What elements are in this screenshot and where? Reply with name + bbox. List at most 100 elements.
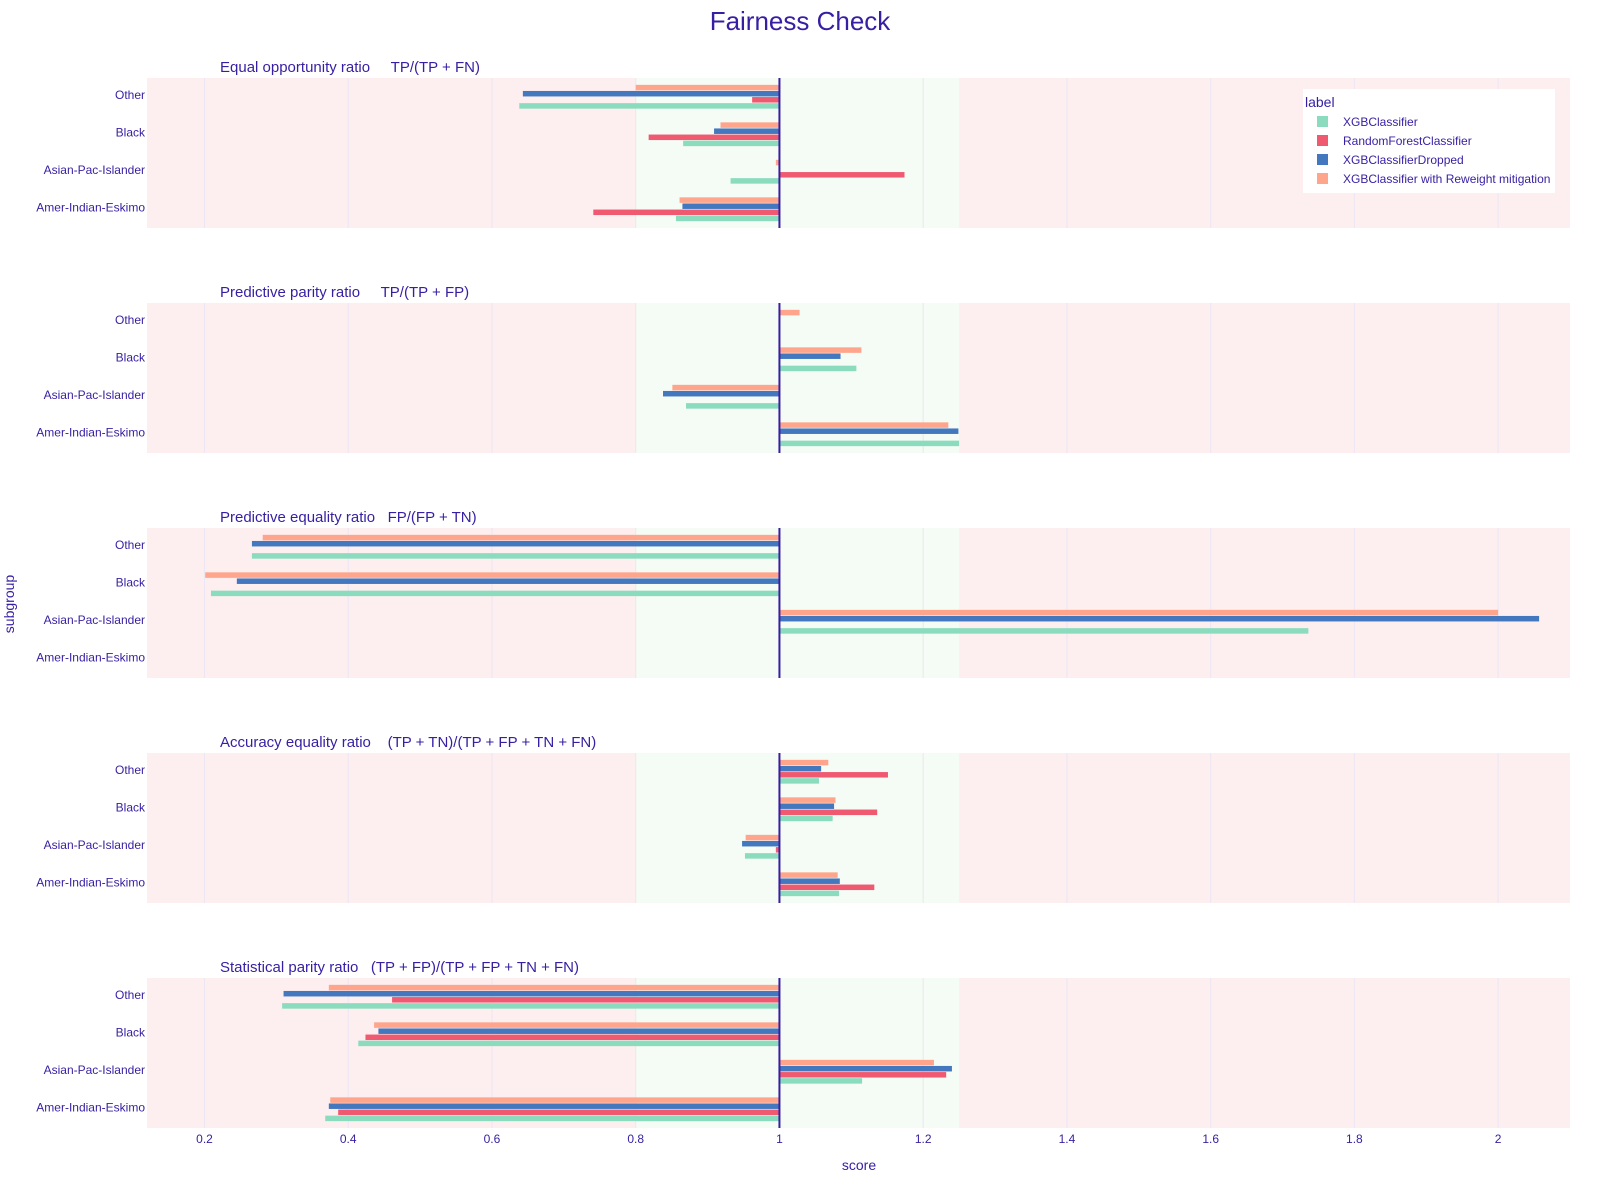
bar bbox=[679, 197, 780, 203]
legend-swatch bbox=[1317, 135, 1328, 146]
bar bbox=[682, 203, 780, 209]
category-label: Amer-Indian-Eskimo bbox=[36, 875, 145, 889]
x-tick-label: 1.6 bbox=[1202, 1132, 1219, 1146]
bar bbox=[779, 809, 878, 816]
bar bbox=[392, 997, 780, 1003]
bar bbox=[779, 347, 862, 353]
unfair-zone-left bbox=[147, 753, 636, 903]
bar bbox=[730, 178, 780, 184]
bar bbox=[282, 1003, 780, 1009]
panel-4: Accuracy equality ratio (TP + TN)/(TP + … bbox=[36, 734, 1570, 903]
bar bbox=[779, 440, 960, 447]
panel-3: Predictive equality ratio FP/(FP + TN) Ot… bbox=[36, 509, 1570, 678]
panel-title: Accuracy equality ratio (TP + TN)/(TP + … bbox=[220, 734, 596, 751]
bar bbox=[779, 309, 800, 316]
x-axis-title: score bbox=[842, 1157, 876, 1173]
bar bbox=[744, 853, 780, 859]
bar bbox=[374, 1022, 780, 1028]
fair-zone bbox=[635, 78, 960, 228]
unfair-zone-right bbox=[959, 528, 1570, 678]
panel-5: Statistical parity ratio (TP + FP)/(TP +… bbox=[36, 959, 1570, 1128]
bar bbox=[358, 1040, 780, 1047]
x-tick-label: 0.8 bbox=[627, 1132, 644, 1146]
bar bbox=[779, 609, 1499, 616]
bar bbox=[519, 103, 780, 109]
category-label: Black bbox=[116, 800, 146, 814]
legend: label XGBClassifier RandomForestClassifier… bbox=[1303, 89, 1555, 193]
bar bbox=[775, 847, 780, 853]
x-tick-label: 1.8 bbox=[1346, 1132, 1363, 1146]
bar bbox=[672, 384, 780, 391]
unfair-zone-right bbox=[959, 303, 1570, 453]
bar bbox=[330, 1097, 780, 1103]
x-tick-label: 1.4 bbox=[1059, 1132, 1076, 1146]
bar bbox=[251, 540, 780, 547]
category-label: Other bbox=[115, 88, 145, 102]
chart-title: Fairness Check bbox=[710, 6, 892, 36]
unfair-zone-right bbox=[959, 978, 1570, 1128]
bar bbox=[779, 1078, 863, 1084]
fair-zone bbox=[635, 303, 960, 453]
legend-swatch bbox=[1317, 154, 1328, 165]
bar bbox=[779, 872, 838, 878]
bar bbox=[779, 428, 959, 434]
bar bbox=[325, 1115, 780, 1122]
bar bbox=[779, 353, 841, 359]
bar bbox=[779, 365, 857, 372]
bar bbox=[779, 422, 949, 428]
legend-label: RandomForestClassifier bbox=[1343, 134, 1472, 148]
category-label: Asian-Pac-Islander bbox=[44, 1063, 145, 1077]
category-label: Black bbox=[116, 125, 146, 139]
category-label: Black bbox=[116, 1025, 146, 1039]
bar bbox=[522, 90, 780, 97]
bar bbox=[328, 1103, 780, 1109]
legend-label: XGBClassifier bbox=[1343, 115, 1418, 129]
bar bbox=[720, 122, 780, 128]
bar bbox=[283, 990, 780, 997]
bar bbox=[779, 878, 840, 884]
category-label: Amer-Indian-Eskimo bbox=[36, 200, 145, 214]
bar bbox=[779, 778, 819, 784]
unfair-zone-left bbox=[147, 303, 636, 453]
x-tick-label: 0.4 bbox=[340, 1132, 357, 1146]
category-label: Other bbox=[115, 538, 145, 552]
bar bbox=[338, 1109, 780, 1116]
y-axis-title: subgroup bbox=[1, 575, 17, 634]
x-tick-label: 0.2 bbox=[196, 1132, 213, 1146]
category-label: Other bbox=[115, 313, 145, 327]
unfair-zone-left bbox=[147, 978, 636, 1128]
bar bbox=[779, 765, 822, 772]
panel-2: Predictive parity ratio TP/(TP + FP) Othe… bbox=[36, 284, 1570, 453]
bar bbox=[779, 797, 836, 803]
bar bbox=[365, 1034, 780, 1041]
bar bbox=[779, 759, 829, 766]
x-tick-label: 2 bbox=[1495, 1132, 1502, 1146]
legend-label: XGBClassifierDropped bbox=[1343, 153, 1464, 167]
panel-title: Predictive equality ratio FP/(FP + TN) bbox=[220, 509, 477, 526]
x-tick-label: 1 bbox=[776, 1132, 783, 1146]
bar bbox=[328, 984, 780, 991]
category-label: Other bbox=[115, 763, 145, 777]
panel-title: Equal opportunity ratio TP/(TP + FN) bbox=[220, 59, 480, 76]
fair-zone bbox=[635, 978, 960, 1128]
category-label: Asian-Pac-Islander bbox=[44, 163, 145, 177]
x-axis: 0.2 0.4 0.6 0.8 1 1.2 1.4 1.6 1.8 2 bbox=[196, 1132, 1502, 1146]
unfair-zone-left bbox=[147, 528, 636, 678]
bar bbox=[686, 403, 780, 409]
bar bbox=[675, 215, 780, 222]
category-label: Black bbox=[116, 575, 146, 589]
bar bbox=[236, 578, 780, 584]
bar bbox=[663, 390, 780, 397]
category-label: Asian-Pac-Islander bbox=[44, 613, 145, 627]
category-label: Other bbox=[115, 988, 145, 1002]
legend-box bbox=[1303, 89, 1555, 193]
bar bbox=[775, 159, 780, 166]
bar bbox=[742, 840, 780, 847]
bar bbox=[593, 209, 780, 216]
bar bbox=[779, 772, 888, 778]
bar bbox=[779, 803, 835, 809]
bar bbox=[714, 128, 780, 134]
bar bbox=[779, 890, 840, 897]
legend-swatch bbox=[1317, 116, 1328, 127]
x-tick-label: 0.6 bbox=[484, 1132, 501, 1146]
